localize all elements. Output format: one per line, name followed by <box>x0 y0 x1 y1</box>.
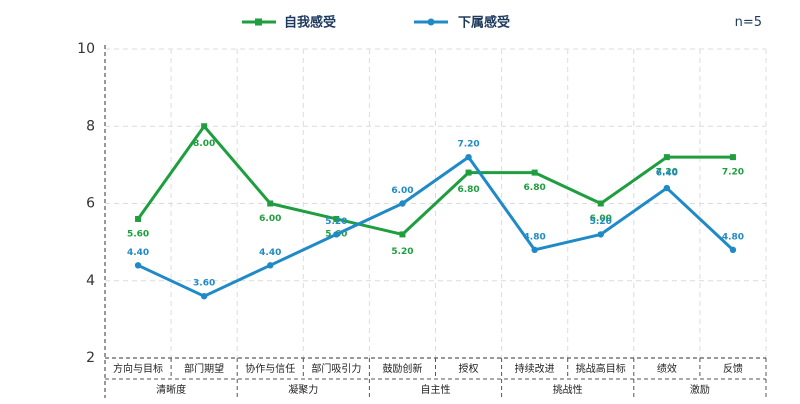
legend: 自我感受 下属感受 <box>242 15 510 31</box>
legend-sub-label: 下属感受 <box>458 15 510 31</box>
data-point <box>465 153 472 161</box>
x-category-label: 部门期望 <box>184 362 224 375</box>
x-category-label: 鼓励创新 <box>382 362 422 375</box>
data-point <box>663 184 671 192</box>
data-label: 7.20 <box>656 168 678 178</box>
data-label: 6.00 <box>391 186 413 196</box>
x-group-label: 挑战性 <box>553 383 583 396</box>
y-tick-label: 10 <box>77 41 95 57</box>
data-label: 6.40 <box>656 169 678 179</box>
legend-self-swatch-marker <box>255 18 262 26</box>
data-label: 6.80 <box>524 183 546 193</box>
data-point <box>597 231 604 238</box>
data-point <box>267 262 274 269</box>
y-tick-label: 8 <box>86 118 95 134</box>
data-point <box>465 169 472 176</box>
data-label: 6.00 <box>259 214 281 224</box>
x-category-label: 授权 <box>459 362 479 375</box>
y-tick-label: 4 <box>86 273 95 289</box>
data-point <box>134 262 142 269</box>
series-sub: 4.403.604.405.206.007.204.805.206.404.80 <box>127 140 744 300</box>
data-label: 5.20 <box>325 217 347 227</box>
data-label: 8.00 <box>193 139 215 149</box>
data-point <box>729 154 736 161</box>
x-category-label: 持续改进 <box>515 362 555 375</box>
data-point <box>531 246 538 254</box>
legend-sub-swatch-marker <box>427 18 435 26</box>
legend-item-self: 自我感受 <box>242 15 336 31</box>
data-label: 4.80 <box>722 232 744 242</box>
data-point <box>531 169 538 176</box>
x-group-label: 激励 <box>690 383 710 396</box>
data-point <box>399 231 406 238</box>
x-axis: 方向与目标 部门期望 协作与信任 部门吸引力 鼓励创新 授权 持续改进 挑战高目标 绩效 反馈清晰… <box>105 357 767 398</box>
data-label: 5.20 <box>590 217 612 227</box>
series-layer: 5.608.006.005.605.206.806.806.007.207.20… <box>127 123 744 300</box>
data-label: 4.40 <box>259 248 281 258</box>
data-point <box>729 246 737 254</box>
data-label: 3.60 <box>193 279 215 289</box>
data-label: 5.20 <box>391 247 413 257</box>
x-group-label: 凝聚力 <box>288 383 318 396</box>
data-point <box>333 215 340 222</box>
data-point <box>135 215 142 222</box>
data-point <box>399 200 406 207</box>
data-label: 7.20 <box>722 168 744 178</box>
sample-size-label: n=5 <box>735 15 762 30</box>
legend-item-sub: 下属感受 <box>414 15 510 31</box>
legend-self-label: 自我感受 <box>284 15 336 31</box>
x-category-label: 挑战高目标 <box>576 362 626 375</box>
data-point <box>267 200 274 207</box>
data-label: 6.00 <box>590 214 612 224</box>
x-category-label: 反馈 <box>723 362 743 375</box>
series-line <box>136 124 733 236</box>
data-point <box>333 231 340 238</box>
x-category-label: 绩效 <box>657 362 677 375</box>
data-point <box>200 293 208 300</box>
data-label: 4.80 <box>524 232 546 242</box>
series-line <box>137 155 734 298</box>
x-group-label: 清晰度 <box>156 383 186 396</box>
x-category-label: 部门吸引力 <box>311 362 361 375</box>
y-axis: 2 4 6 8 10 <box>77 41 106 398</box>
data-label: 7.20 <box>457 140 479 150</box>
data-point <box>663 154 670 161</box>
data-point <box>201 123 208 130</box>
y-tick-label: 6 <box>86 196 95 212</box>
data-label: 4.40 <box>127 248 149 258</box>
data-label: 5.60 <box>127 229 149 239</box>
data-point <box>597 200 604 207</box>
x-category-label: 方向与目标 <box>113 362 163 375</box>
y-tick-label: 2 <box>86 350 95 366</box>
x-group-label: 自主性 <box>421 383 451 396</box>
x-category-label: 协作与信任 <box>245 362 295 375</box>
data-label: 6.80 <box>457 185 479 195</box>
